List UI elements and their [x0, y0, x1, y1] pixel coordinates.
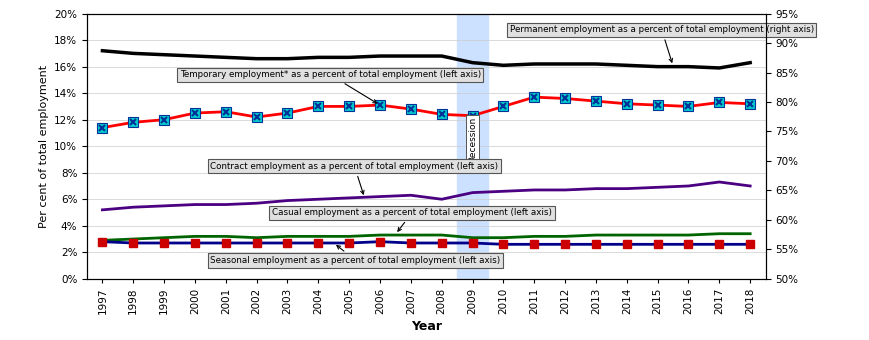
Text: Casual employment as a percent of total employment (left axis): Casual employment as a percent of total …: [272, 208, 552, 231]
Y-axis label: Per cent of total employment: Per cent of total employment: [38, 65, 49, 228]
Text: Temporary employment* as a percent of total employment (left axis): Temporary employment* as a percent of to…: [179, 70, 481, 103]
Text: Contract employment as a percent of total employment (left axis): Contract employment as a percent of tota…: [210, 162, 498, 194]
Text: Seasonal employment as a percent of total employment (left axis): Seasonal employment as a percent of tota…: [210, 245, 500, 265]
X-axis label: Year: Year: [410, 320, 441, 333]
Text: Recession: Recession: [468, 117, 476, 162]
Bar: [456, 14, 488, 279]
Text: Permanent employment as a percent of total employment (right axis): Permanent employment as a percent of tot…: [509, 25, 813, 62]
